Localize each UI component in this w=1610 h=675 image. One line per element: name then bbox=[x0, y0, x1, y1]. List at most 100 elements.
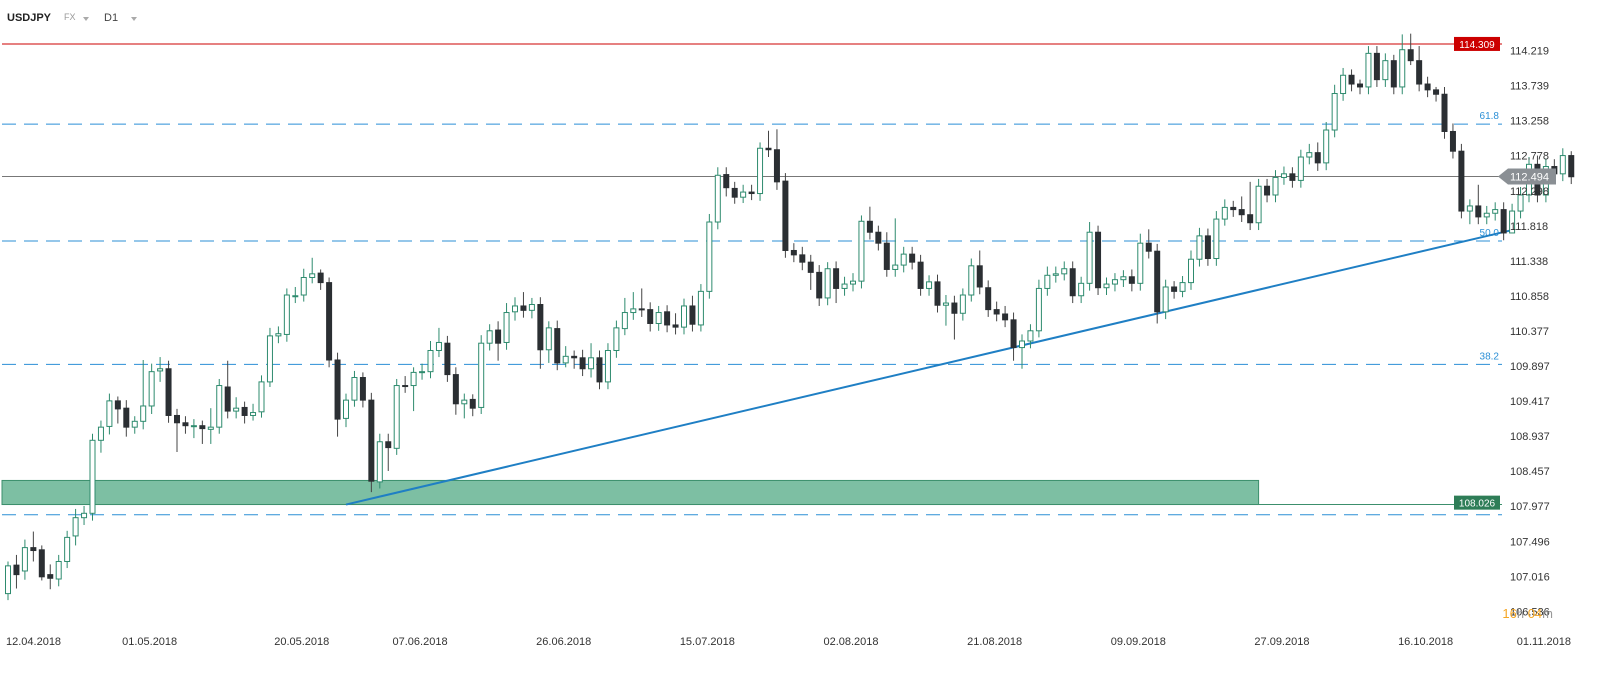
candle-body bbox=[224, 386, 231, 412]
x-tick-label: 16.10.2018 bbox=[1398, 636, 1453, 648]
candle-body bbox=[1449, 130, 1456, 152]
candle-body bbox=[672, 324, 679, 328]
x-tick-label: 01.11.2018 bbox=[1517, 636, 1571, 648]
candle bbox=[266, 327, 273, 387]
countdown-minutes: 04 bbox=[1527, 606, 1543, 621]
timeframe-chevron-down-icon[interactable] bbox=[131, 17, 137, 21]
candle bbox=[359, 372, 366, 408]
resistance-price-tag: 114.309 bbox=[1454, 36, 1500, 51]
candle bbox=[892, 218, 899, 277]
candle-body bbox=[317, 272, 324, 284]
candle bbox=[444, 335, 451, 382]
timeframe-label[interactable]: D1 bbox=[104, 12, 119, 24]
candle-body bbox=[140, 405, 147, 422]
candle-body bbox=[681, 305, 687, 328]
candle-body bbox=[97, 426, 104, 441]
candle-body bbox=[393, 385, 400, 449]
candle-body bbox=[275, 333, 282, 337]
candle-body bbox=[1078, 282, 1085, 297]
instrument-type-chevron-down-icon[interactable] bbox=[83, 17, 89, 21]
y-tick-label: 111.338 bbox=[1510, 256, 1548, 268]
candle-body bbox=[402, 385, 409, 388]
x-tick-label: 26.06.2018 bbox=[536, 636, 591, 648]
candle-body bbox=[174, 414, 180, 424]
candle-body bbox=[47, 574, 54, 579]
candle bbox=[926, 275, 933, 296]
candle-body bbox=[1492, 209, 1499, 214]
candle-body bbox=[114, 400, 121, 410]
candle-body bbox=[512, 305, 518, 313]
candle bbox=[571, 350, 578, 369]
candle-body bbox=[1466, 205, 1473, 212]
candle bbox=[1483, 205, 1490, 225]
support-zone bbox=[1, 479, 1260, 506]
candle bbox=[1433, 86, 1440, 102]
candle-body bbox=[647, 309, 654, 324]
candle bbox=[579, 349, 586, 377]
candle-body bbox=[21, 547, 28, 572]
support-price-tag-text: 108.026 bbox=[1459, 499, 1496, 510]
countdown-hours-unit: h bbox=[1516, 606, 1525, 621]
candle bbox=[292, 286, 299, 304]
candle bbox=[706, 213, 713, 299]
candle bbox=[1441, 86, 1448, 139]
candle bbox=[1297, 149, 1304, 188]
candle bbox=[1095, 225, 1102, 296]
candle bbox=[1111, 273, 1118, 292]
candle bbox=[782, 173, 789, 258]
candle-body bbox=[613, 327, 620, 351]
candle bbox=[64, 530, 71, 569]
candle bbox=[376, 433, 383, 489]
candle bbox=[1179, 276, 1186, 298]
candle-body bbox=[883, 242, 890, 270]
symbol-label[interactable]: USDJPY bbox=[7, 12, 52, 24]
candle bbox=[326, 277, 333, 368]
candle-body bbox=[1255, 185, 1262, 224]
candle bbox=[1416, 46, 1423, 92]
candle bbox=[799, 246, 806, 271]
candle-body bbox=[968, 265, 975, 296]
candle-body bbox=[757, 147, 764, 195]
x-tick-label: 12.04.2018 bbox=[6, 636, 61, 648]
candle bbox=[1492, 202, 1499, 221]
candle bbox=[875, 225, 882, 251]
candle-body bbox=[478, 342, 485, 408]
candle-body bbox=[486, 330, 493, 344]
candle-body bbox=[942, 302, 949, 306]
candle bbox=[81, 506, 88, 525]
candle-body bbox=[1289, 173, 1296, 181]
candle bbox=[562, 346, 569, 368]
candle bbox=[528, 297, 535, 319]
candles-layer bbox=[5, 33, 1575, 601]
candle bbox=[38, 545, 45, 581]
candle bbox=[1010, 312, 1017, 361]
y-tick-label: 113.739 bbox=[1510, 81, 1549, 93]
x-tick-label: 09.09.2018 bbox=[1111, 636, 1166, 648]
candle bbox=[833, 261, 840, 304]
candle-body bbox=[655, 312, 662, 324]
candle bbox=[5, 561, 11, 601]
candle-body bbox=[900, 253, 907, 266]
candle bbox=[621, 297, 628, 336]
x-tick-label: 07.06.2018 bbox=[393, 636, 448, 648]
support-zone-layer bbox=[1, 479, 1502, 506]
candle bbox=[985, 280, 992, 317]
candle bbox=[1137, 233, 1144, 291]
candle bbox=[486, 324, 493, 351]
resistance-price-tag-shape bbox=[1454, 36, 1500, 51]
candle-body bbox=[1103, 283, 1110, 289]
candle bbox=[478, 335, 485, 415]
candle bbox=[545, 321, 552, 363]
candle-body bbox=[1120, 276, 1127, 281]
current-price-tag-shape bbox=[1498, 168, 1556, 185]
y-tick-label: 112.298 bbox=[1510, 186, 1549, 198]
candle bbox=[199, 420, 206, 444]
instrument-type-label[interactable]: FX bbox=[64, 12, 76, 22]
candle-body bbox=[266, 335, 273, 383]
candle-body bbox=[258, 381, 265, 413]
candle-body bbox=[385, 441, 392, 449]
candle bbox=[1230, 200, 1237, 217]
candle bbox=[1019, 334, 1025, 369]
x-tick-label: 27.09.2018 bbox=[1254, 636, 1309, 648]
